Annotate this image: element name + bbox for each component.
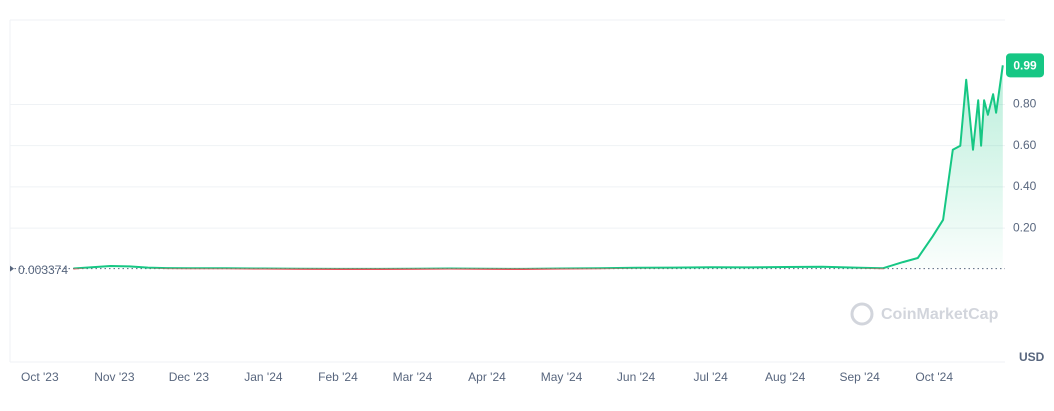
y-tick-label: 0.80 xyxy=(1013,97,1037,111)
x-tick-label: Apr '24 xyxy=(468,370,506,384)
y-tick-label: 0.40 xyxy=(1013,179,1037,193)
x-tick-label: May '24 xyxy=(541,370,583,384)
current-price-label: 0.99 xyxy=(1013,58,1037,72)
x-tick-label: Dec '23 xyxy=(169,370,210,384)
x-tick-label: Oct '24 xyxy=(915,370,953,384)
x-tick-label: Mar '24 xyxy=(393,370,433,384)
watermark-text: CoinMarketCap xyxy=(881,306,999,323)
y-tick-label: 0.20 xyxy=(1013,220,1037,234)
price-area xyxy=(73,65,1003,269)
y-tick-label: 0.60 xyxy=(1013,138,1037,152)
x-tick-label: Aug '24 xyxy=(765,370,806,384)
current-price-badge: 0.99 xyxy=(1006,53,1044,78)
baseline-label: 0.003374 xyxy=(18,263,68,277)
baseline-pointer xyxy=(10,265,14,272)
price-line-below xyxy=(73,268,886,270)
price-line xyxy=(73,65,1004,269)
x-tick-label: Feb '24 xyxy=(318,370,358,384)
x-tick-label: Jul '24 xyxy=(693,370,728,384)
x-tick-label: Oct '23 xyxy=(21,370,59,384)
x-tick-label: Sep '24 xyxy=(839,370,880,384)
x-tick-label: Jan '24 xyxy=(244,370,283,384)
watermark: CoinMarketCap xyxy=(850,302,999,326)
badge-bg xyxy=(1006,53,1044,78)
x-tick-label: Nov '23 xyxy=(94,370,135,384)
currency-label: USD xyxy=(1019,350,1045,364)
x-tick-label: Jun '24 xyxy=(617,370,656,384)
